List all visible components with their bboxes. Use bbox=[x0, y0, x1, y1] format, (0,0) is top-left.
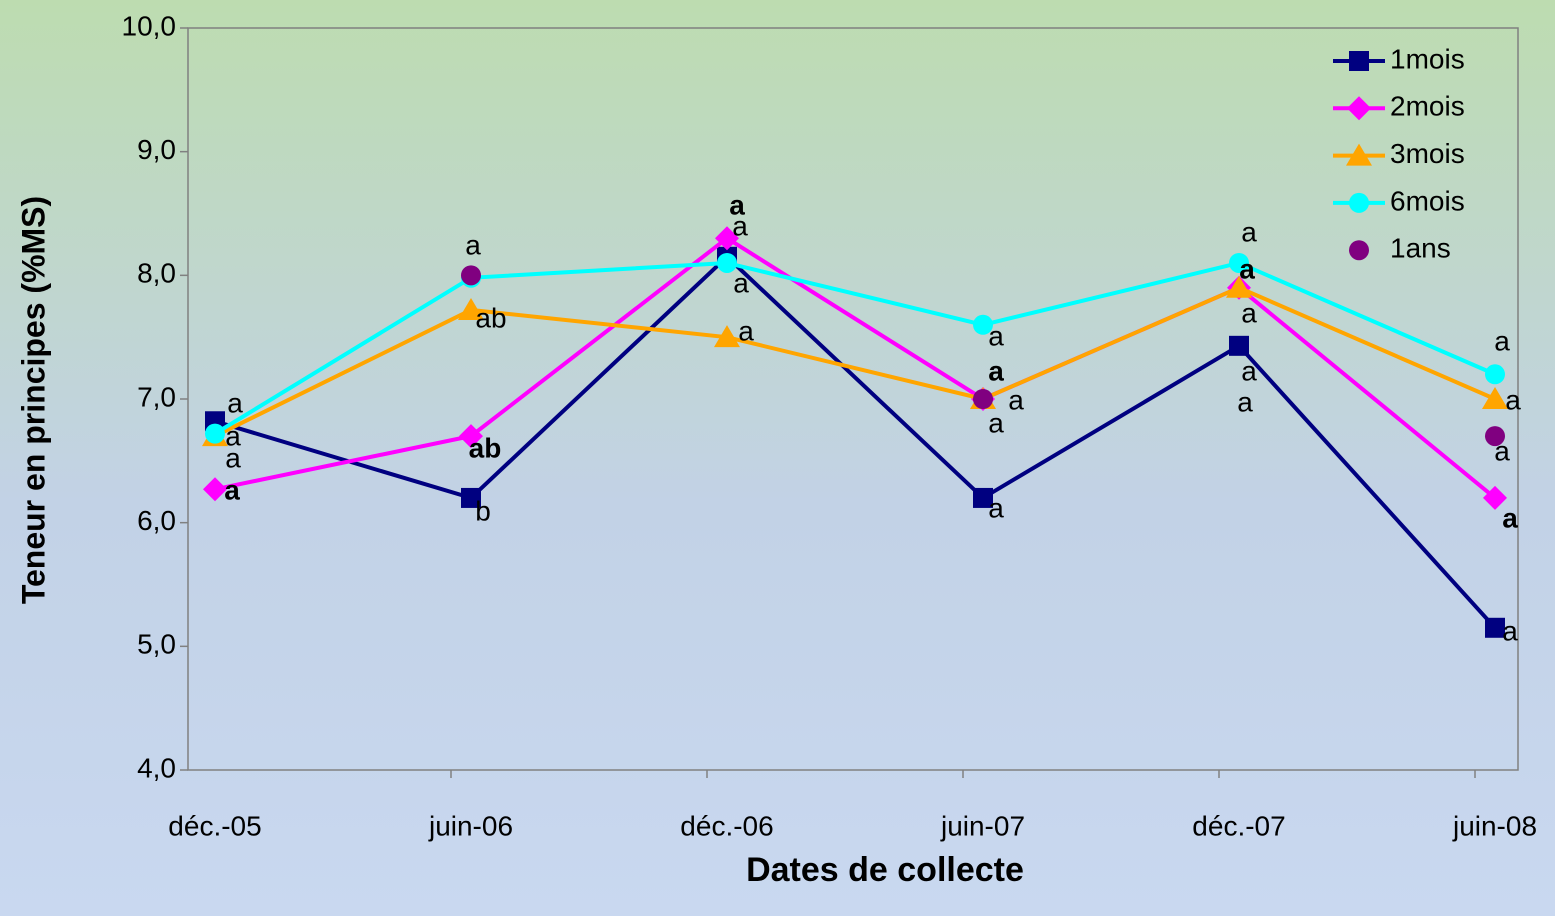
annotation: a bbox=[1241, 297, 1257, 328]
x-tick-label: déc.-07 bbox=[1192, 810, 1285, 841]
point bbox=[1229, 335, 1249, 356]
point bbox=[1483, 485, 1507, 510]
annotation: a bbox=[1237, 386, 1253, 417]
annotation: a bbox=[1505, 384, 1521, 415]
annotation: a bbox=[224, 474, 240, 505]
annotation: a bbox=[465, 229, 481, 260]
x-tick-label: juin-08 bbox=[1452, 810, 1537, 841]
x-tick-label: déc.-06 bbox=[680, 810, 773, 841]
x-tick-label: déc.-05 bbox=[168, 810, 261, 841]
point bbox=[1482, 387, 1508, 409]
annotation: ab bbox=[469, 432, 502, 463]
point bbox=[1226, 275, 1252, 298]
legend-label: 1ans bbox=[1390, 233, 1451, 264]
annotation: a bbox=[1241, 355, 1257, 386]
annotation: a bbox=[1502, 615, 1518, 646]
annotation: a bbox=[1241, 216, 1257, 247]
annotation: a bbox=[988, 355, 1004, 386]
legend-marker bbox=[1349, 51, 1369, 71]
legend-label: 3mois bbox=[1390, 138, 1465, 169]
legend-marker bbox=[1346, 143, 1372, 166]
y-tick-label: 10,0 bbox=[122, 10, 177, 41]
annotation: a bbox=[1494, 435, 1510, 466]
y-tick-label: 8,0 bbox=[137, 258, 176, 289]
legend-label: 6mois bbox=[1390, 185, 1465, 216]
x-tick-label: juin-07 bbox=[940, 810, 1025, 841]
annotation: a bbox=[225, 420, 241, 451]
annotation: a bbox=[732, 210, 748, 241]
y-tick-label: 6,0 bbox=[137, 505, 176, 536]
point bbox=[203, 477, 227, 502]
point bbox=[973, 314, 993, 335]
y-tick-label: 9,0 bbox=[137, 134, 176, 165]
annotation: a bbox=[738, 315, 754, 346]
point bbox=[205, 423, 225, 444]
annotation: a bbox=[1502, 502, 1518, 533]
point bbox=[973, 487, 993, 508]
annotation: a bbox=[1239, 253, 1255, 284]
annotation: a bbox=[733, 267, 749, 298]
annotation: ab bbox=[475, 302, 506, 333]
point bbox=[1485, 364, 1505, 385]
annotation: a bbox=[988, 492, 1004, 523]
annotation: a bbox=[227, 387, 243, 418]
point bbox=[461, 487, 481, 508]
legend-marker bbox=[1349, 240, 1369, 261]
annotation: b bbox=[475, 495, 491, 526]
annotation: a bbox=[1494, 325, 1510, 356]
legend-marker bbox=[1347, 96, 1371, 121]
legend-marker bbox=[1349, 192, 1369, 213]
x-tick-label: juin-06 bbox=[428, 810, 513, 841]
series-line bbox=[214, 235, 1497, 500]
point bbox=[973, 389, 993, 409]
annotation: a bbox=[1008, 384, 1024, 415]
legend-label: 1mois bbox=[1390, 43, 1465, 74]
point bbox=[461, 265, 481, 286]
point bbox=[458, 297, 484, 320]
y-tick-label: 5,0 bbox=[137, 629, 176, 660]
annotation: a bbox=[729, 189, 745, 220]
y-tick-label: 4,0 bbox=[137, 752, 176, 783]
series-line bbox=[214, 285, 1496, 438]
point bbox=[1229, 252, 1249, 273]
point bbox=[714, 325, 740, 348]
series-line bbox=[214, 254, 1497, 630]
series-line bbox=[213, 260, 1496, 436]
point bbox=[715, 226, 739, 251]
point bbox=[1485, 617, 1505, 638]
x-axis-label: Dates de collecte bbox=[746, 851, 1024, 889]
annotation: a bbox=[988, 320, 1004, 351]
point bbox=[1485, 426, 1505, 447]
y-tick-label: 7,0 bbox=[137, 381, 176, 412]
annotation: a bbox=[988, 407, 1004, 438]
annotation: a bbox=[225, 442, 241, 473]
legend-label: 2mois bbox=[1390, 91, 1465, 122]
point bbox=[459, 424, 483, 449]
y-axis-label: Teneur en principes (%MS) bbox=[15, 196, 51, 604]
point bbox=[717, 252, 737, 273]
